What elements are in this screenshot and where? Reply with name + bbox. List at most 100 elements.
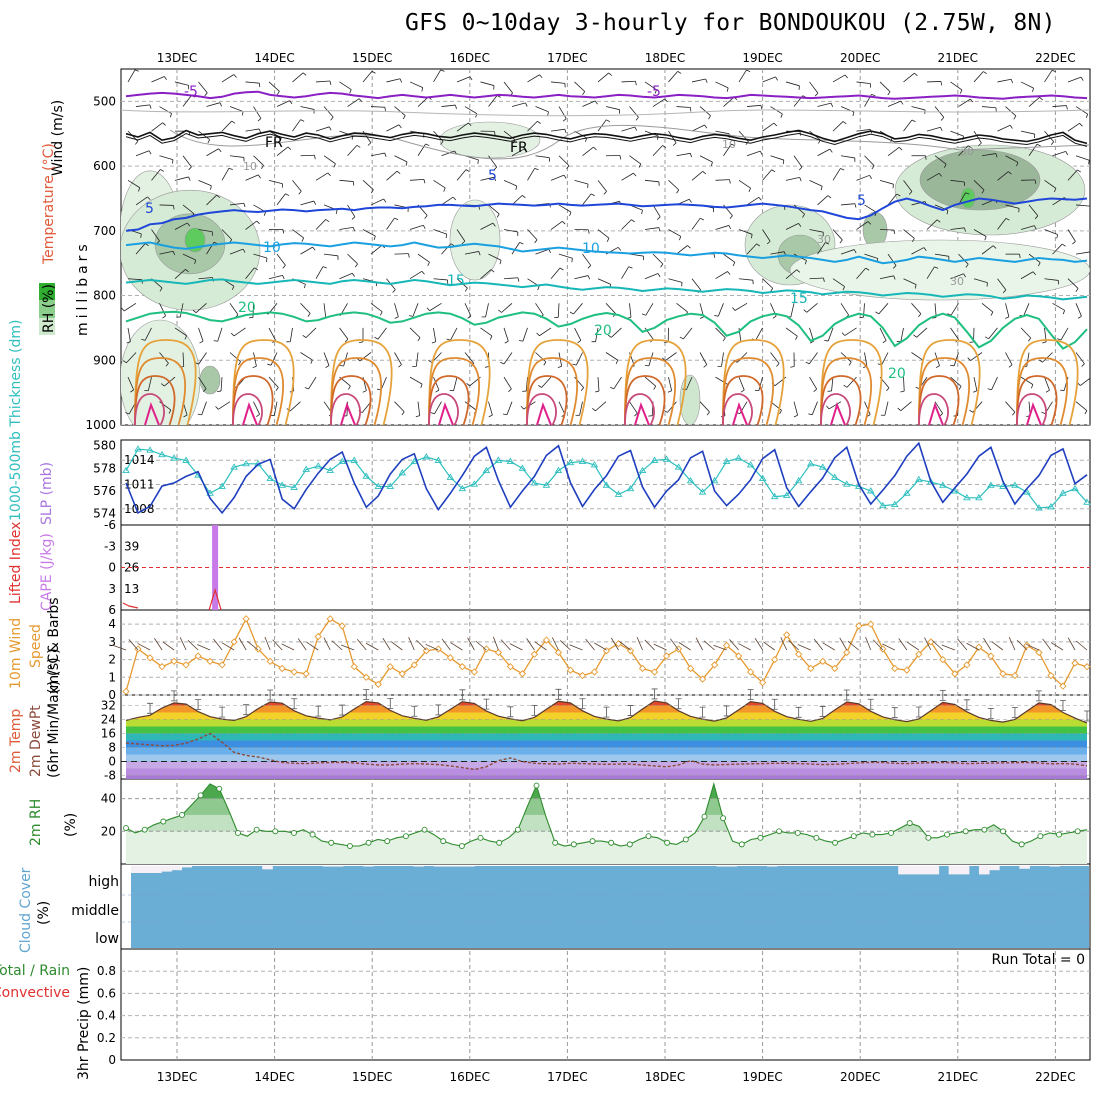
wind-barb-flag [484, 366, 490, 368]
wind-barb-flag [710, 161, 713, 167]
wind-barb-flag [826, 405, 830, 410]
rh-shading [199, 365, 221, 395]
wind-barb [386, 170, 398, 181]
wind-barb-flag [352, 227, 355, 232]
wind-barb [629, 155, 642, 165]
rh-point [179, 812, 185, 818]
wind-barb-10m [323, 637, 331, 651]
wind-barb-flag [925, 155, 927, 160]
wind-barb-10m [425, 643, 439, 651]
wind-barb [456, 229, 466, 242]
wind-barb-flag [700, 217, 704, 221]
warm-isotherm [624, 393, 655, 425]
wind-barb [417, 401, 421, 416]
wind-speed-point [314, 632, 322, 641]
wind-speed-point [747, 668, 755, 676]
wind-barb-flag [534, 239, 538, 244]
isotherm-10 [125, 241, 1088, 265]
wind-barb-flag [489, 335, 493, 340]
minmax-bar [435, 704, 442, 716]
wind-barb [900, 327, 904, 342]
wind-barb-flag [325, 365, 330, 368]
wind-barb-flag [130, 389, 134, 393]
wind-barb-flag [258, 128, 261, 133]
wind-barb-flag [469, 76, 473, 81]
wind-barb [323, 303, 327, 318]
cloud-level-low: low [95, 931, 119, 947]
wind-speed-point [158, 663, 166, 671]
wind-barb-flag [1010, 79, 1014, 84]
wind-barb-flag [121, 307, 125, 312]
thickness-point [866, 487, 875, 494]
pressure-tick: 700 [93, 224, 116, 238]
wind-barb-flag [983, 71, 987, 75]
rh-point [197, 792, 204, 799]
rh-point [514, 826, 521, 833]
wind-barb-10m [941, 644, 956, 651]
wind-barb-flag [1034, 225, 1037, 230]
wind-barb-flag [564, 129, 567, 134]
isotherm-label: 15 [447, 273, 465, 289]
wind-barb [864, 352, 868, 367]
wind-barb-10m [1067, 637, 1076, 651]
wind-barb [668, 278, 683, 283]
wind-barb [755, 327, 763, 341]
wind-barb [573, 303, 583, 315]
wind-barb-flag [494, 131, 496, 136]
wind-barb-flag [969, 341, 974, 343]
wind-barb-flag [557, 365, 562, 369]
date-label-bottom: 20DEC [840, 1070, 880, 1084]
wind-barb-flag [248, 316, 254, 319]
wind-barb [991, 376, 998, 390]
wind-barb-10m [467, 637, 475, 651]
minmax-bar [579, 698, 586, 710]
wind-barb-flag [408, 315, 414, 317]
wind-barb-10m [162, 641, 175, 651]
date-label-top: 16DEC [450, 51, 490, 65]
rh-shading [960, 187, 976, 209]
date-label-top: 21DEC [938, 51, 978, 65]
wind-barb [864, 155, 875, 167]
wind-barb-flag [992, 245, 997, 249]
wind-barb [305, 327, 317, 338]
wind-barb [394, 155, 408, 163]
wind-barb [135, 150, 150, 157]
wind-barb [179, 303, 184, 318]
wind-barb-flag [230, 332, 235, 337]
wind-barb-10m [780, 637, 788, 651]
date-label-top: 19DEC [742, 51, 782, 65]
hot-isotherm [340, 401, 356, 425]
wind-barb [887, 100, 902, 107]
wind-barb [394, 401, 405, 413]
wind-barb-flag [987, 388, 992, 391]
wind-barb-flag [706, 411, 710, 416]
thickness-tick: 580 [93, 439, 116, 453]
thickness-point [566, 458, 575, 466]
wind-barb [501, 303, 513, 313]
wind-barb [362, 180, 374, 190]
wind-barb-10m [264, 636, 271, 651]
rh-point [1018, 841, 1025, 848]
thickness-point [530, 479, 539, 486]
wind-barb-flag [504, 340, 509, 344]
wind-speed-point [434, 645, 442, 653]
minmax-bar [387, 698, 394, 709]
wind-barb [691, 78, 706, 83]
wind-barb [300, 352, 313, 361]
thickness-tick: 576 [93, 484, 116, 498]
warm-isotherm [820, 357, 873, 425]
wind-barb-flag [1019, 254, 1021, 259]
minmax-bar [771, 698, 778, 710]
temp-band [126, 740, 1087, 748]
rh-point [477, 834, 484, 841]
wind-barb [233, 327, 246, 337]
thickness-point [1011, 481, 1019, 488]
precip-plot: 0 0.2 0.4 0.6 0.8 [97, 964, 1090, 1067]
wind-barb-flag [667, 390, 672, 393]
wind-speed-point [170, 657, 178, 665]
wind-barb-flag [215, 406, 219, 410]
wind-barb [676, 245, 688, 255]
wind-barb-flag [192, 309, 197, 313]
thickness-slp-plot: 574 576 578 580 1008 1011 1014 [93, 439, 1091, 521]
wind-barb-flag [521, 195, 526, 199]
